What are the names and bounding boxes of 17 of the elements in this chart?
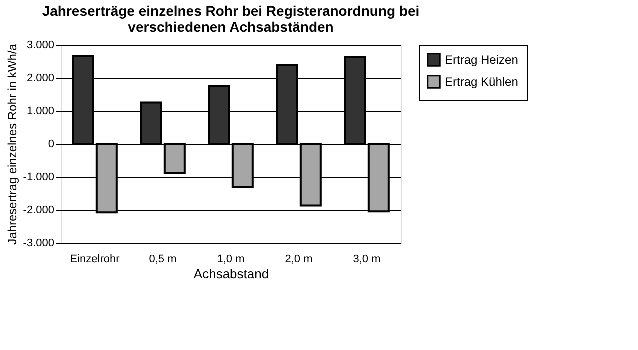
x-tick-label: 2,0 m (285, 254, 313, 266)
x-tick-label: 1,0 m (217, 254, 245, 266)
y-tick-label: -3.000 (23, 238, 54, 250)
legend-label: Ertrag Kühlen (445, 75, 518, 89)
x-tick-label: Einzelrohr (70, 254, 120, 266)
y-tick-label: 0 (48, 138, 54, 150)
y-tick-label: 1.000 (26, 106, 54, 118)
chart-title: Jahreserträge einzelnes Rohr bei Registeranordnung bei verschiedenen Achsabständen (42, 3, 420, 35)
y-axis-title: Jahresertrag einzelnes Rohr in kWh/a (5, 44, 20, 245)
y-tick-label: 2.000 (26, 72, 54, 84)
y-tick-label: -1.000 (23, 172, 54, 184)
y-tick-label: 3.000 (26, 40, 54, 52)
x-tick-label: 3,0 m (353, 254, 381, 266)
x-tick-label: 0,5 m (149, 254, 177, 266)
x-axis-title: Achsabstand (194, 266, 270, 282)
legend-label: Ertrag Heizen (445, 53, 518, 67)
y-tick-label: -2.000 (23, 204, 54, 216)
